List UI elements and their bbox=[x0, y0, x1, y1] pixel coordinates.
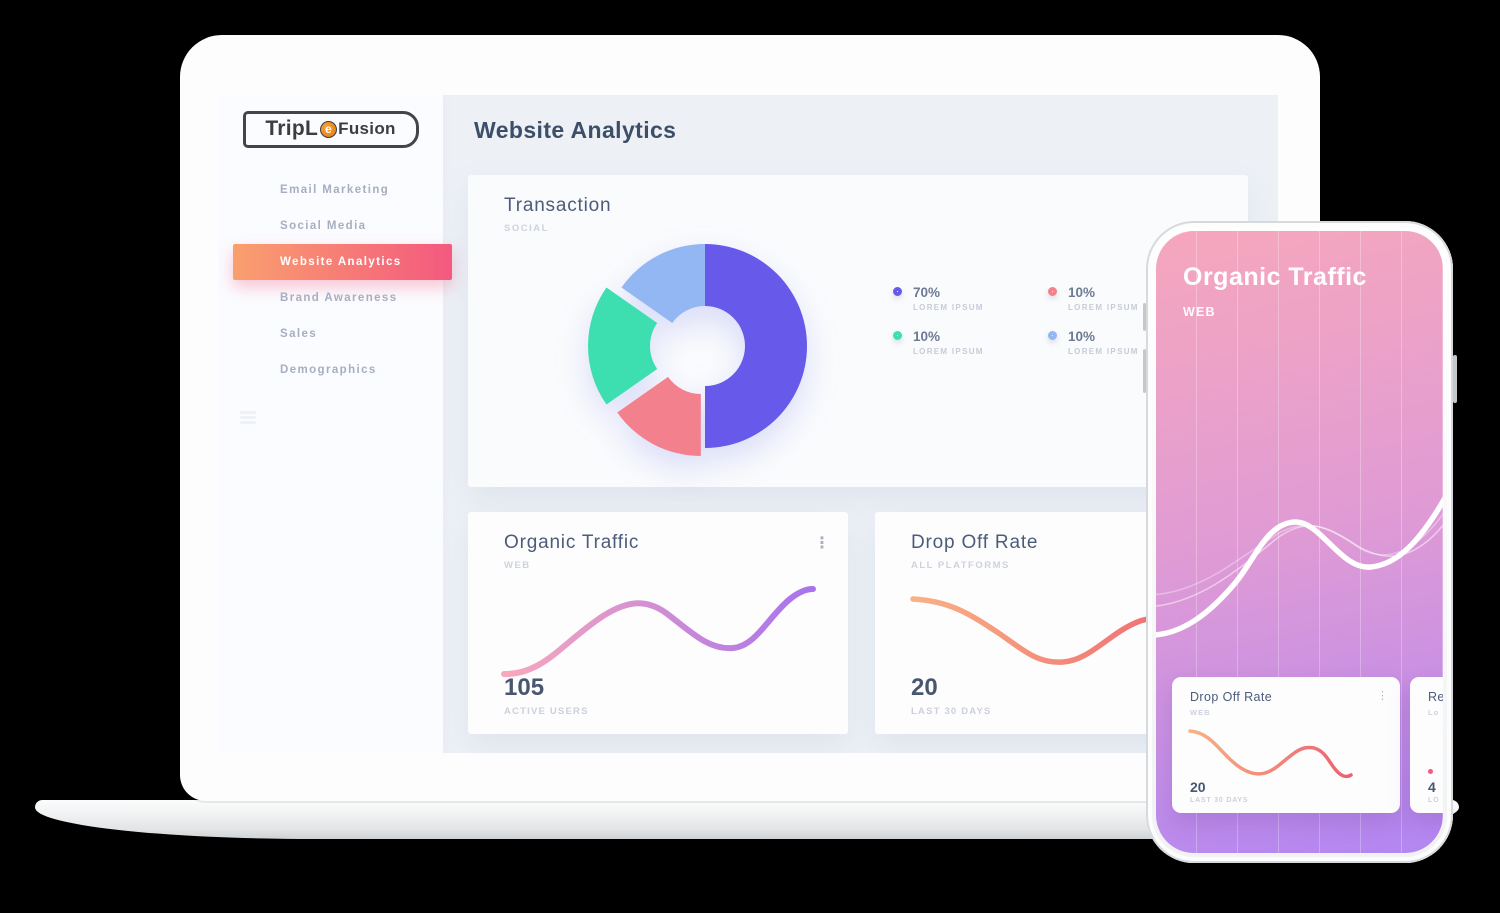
status-dot-icon bbox=[1428, 769, 1433, 774]
page-title: Website Analytics bbox=[474, 117, 677, 143]
transaction-card-subtitle: SOCIAL bbox=[504, 223, 549, 234]
dropoff-card-title: Drop Off Rate bbox=[911, 532, 1039, 553]
legend-value: 10% bbox=[913, 329, 941, 344]
phone-partial-card: Re Lo 4 LO bbox=[1410, 677, 1443, 813]
organic-card-value: 105 bbox=[504, 674, 545, 701]
phone-page-title: Organic Traffic bbox=[1183, 263, 1367, 291]
sidebar-menu: Email Marketing Social Media Website Ana… bbox=[218, 172, 452, 388]
transaction-card-title: Transaction bbox=[504, 195, 612, 216]
kebab-menu-icon[interactable]: ⋮ bbox=[1377, 690, 1388, 702]
transaction-card: Transaction SOCIAL 70% LOREM IPSUM 10% L… bbox=[468, 175, 1248, 487]
phone-volume-up-button bbox=[1143, 303, 1146, 331]
phone-partial-caption: LO bbox=[1428, 797, 1440, 804]
sidebar-item-brand-awareness[interactable]: Brand Awareness bbox=[280, 292, 398, 304]
phone-dropoff-subtitle: WEB bbox=[1190, 708, 1211, 717]
legend-label: LOREM IPSUM bbox=[913, 303, 984, 312]
phone-volume-down-button bbox=[1143, 349, 1146, 393]
transaction-legend: 70% LOREM IPSUM 10% LOREM IPSUM 10% LORE… bbox=[893, 285, 1203, 356]
legend-label: LOREM IPSUM bbox=[1068, 347, 1139, 356]
organic-card-subtitle: WEB bbox=[504, 560, 531, 571]
legend-value: 10% bbox=[1068, 285, 1096, 300]
phone-screen: Organic Traffic WEB Drop Off Rate WEB ⋮ bbox=[1156, 231, 1443, 853]
legend-value: 10% bbox=[1068, 329, 1096, 344]
main-content: Website Analytics Transaction SOCIAL 70%… bbox=[443, 95, 1278, 753]
legend-ring-icon bbox=[1048, 287, 1057, 296]
logo-text-l: L bbox=[305, 117, 319, 140]
sidebar-item-sales[interactable]: Sales bbox=[280, 328, 318, 340]
phone-dropoff-line-chart bbox=[1188, 729, 1353, 779]
phone-partial-title: Re bbox=[1428, 690, 1443, 704]
phone-dropoff-value: 20 bbox=[1190, 779, 1206, 795]
phone-drop-off-rate-card: Drop Off Rate WEB ⋮ 20 LAST 30 DAYS bbox=[1172, 677, 1400, 813]
logo-text-fusion: Fusion bbox=[338, 119, 396, 138]
phone-organic-traffic-chart bbox=[1156, 496, 1443, 638]
logo-text-trip: Trip bbox=[265, 117, 306, 140]
legend-ring-icon bbox=[893, 331, 902, 340]
organic-traffic-line-chart bbox=[501, 586, 816, 678]
phone-page-subtitle: WEB bbox=[1183, 305, 1216, 319]
logo-e-badge-icon: e bbox=[320, 120, 338, 138]
hamburger-menu-icon[interactable] bbox=[240, 411, 256, 426]
legend-item: 70% LOREM IPSUM bbox=[893, 285, 1048, 312]
sidebar-item-demographics[interactable]: Demographics bbox=[280, 364, 377, 376]
phone-partial-value: 4 bbox=[1428, 779, 1436, 795]
dropoff-card-value: 20 bbox=[911, 674, 938, 701]
legend-label: LOREM IPSUM bbox=[1068, 303, 1139, 312]
phone-power-button bbox=[1453, 355, 1457, 403]
phone-dropoff-caption: LAST 30 DAYS bbox=[1190, 797, 1249, 804]
phone-mockup: Organic Traffic WEB Drop Off Rate WEB ⋮ bbox=[1143, 221, 1457, 863]
legend-ring-icon bbox=[1048, 331, 1057, 340]
sidebar-item-email-marketing[interactable]: Email Marketing bbox=[280, 184, 390, 196]
dropoff-card-subtitle: ALL PLATFORMS bbox=[911, 560, 1010, 571]
legend-item: 10% LOREM IPSUM bbox=[893, 329, 1048, 356]
legend-label: LOREM IPSUM bbox=[913, 347, 984, 356]
dropoff-card-caption: LAST 30 DAYS bbox=[911, 706, 992, 717]
sidebar-item-social-media[interactable]: Social Media bbox=[280, 220, 367, 232]
legend-item: 10% LOREM IPSUM bbox=[1048, 285, 1203, 312]
phone-dropoff-title: Drop Off Rate bbox=[1190, 690, 1273, 704]
legend-value: 70% bbox=[913, 285, 941, 300]
legend-item: 10% LOREM IPSUM bbox=[1048, 329, 1203, 356]
sidebar-item-website-analytics[interactable]: Website Analytics bbox=[233, 244, 452, 280]
kebab-menu-icon[interactable]: ⋮ bbox=[814, 535, 830, 552]
organic-traffic-card: Organic Traffic WEB ⋮ 105 ACTIVE USERS bbox=[468, 512, 848, 734]
phone-partial-subtitle: Lo bbox=[1428, 708, 1440, 717]
transaction-donut-chart bbox=[588, 244, 807, 456]
organic-card-title: Organic Traffic bbox=[504, 532, 640, 553]
organic-card-caption: ACTIVE USERS bbox=[504, 706, 589, 717]
legend-ring-icon bbox=[893, 287, 902, 296]
